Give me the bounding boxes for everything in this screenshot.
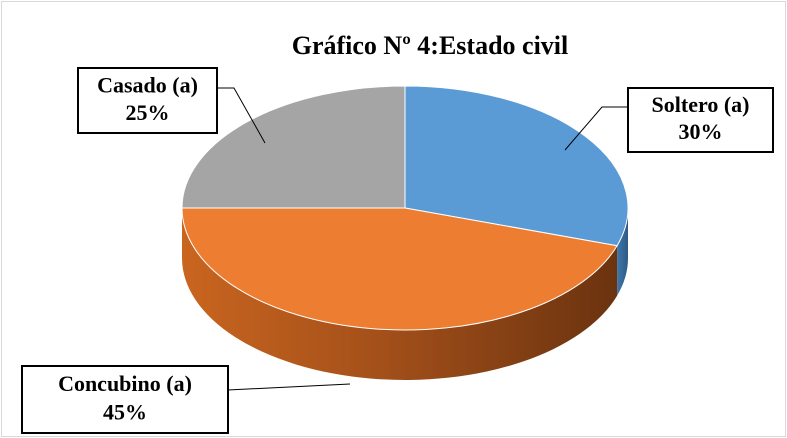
category-label: Concubino (a) — [58, 371, 192, 396]
pie-side — [617, 208, 628, 296]
value-label: 30% — [679, 119, 723, 144]
category-label: Casado (a) — [97, 73, 198, 98]
chart-title: Gráfico Nº 4:Estado civil — [292, 31, 569, 60]
pie-slice — [404, 85, 629, 247]
pie-slice — [181, 85, 406, 209]
value-label: 25% — [126, 100, 170, 125]
category-label: Soltero (a) — [652, 92, 750, 117]
data-label-box — [627, 87, 774, 153]
data-label-box — [77, 67, 218, 134]
leader-line — [217, 87, 266, 144]
value-label: 45% — [103, 399, 147, 424]
data-label-box — [21, 365, 229, 434]
pie-side — [182, 208, 618, 381]
leader-line — [227, 383, 351, 391]
leader-line — [564, 106, 628, 151]
pie-slice — [181, 207, 618, 331]
